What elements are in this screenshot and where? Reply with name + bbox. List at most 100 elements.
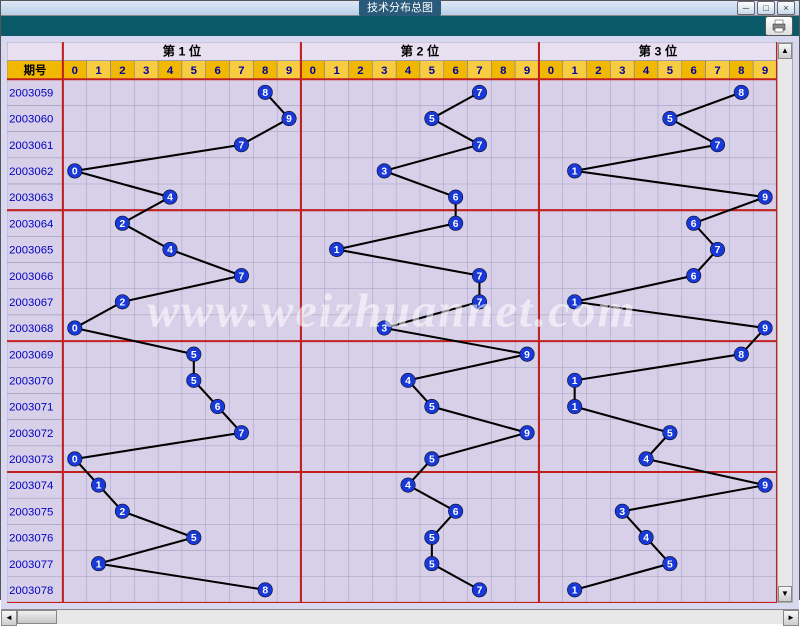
svg-text:2003075: 2003075: [9, 506, 53, 518]
svg-text:2003076: 2003076: [9, 533, 53, 545]
svg-text:5: 5: [429, 65, 436, 77]
svg-text:2003067: 2003067: [9, 297, 53, 309]
scroll-thumb-h[interactable]: [17, 610, 57, 624]
svg-text:4: 4: [405, 65, 412, 77]
svg-text:2003070: 2003070: [9, 376, 53, 388]
svg-text:2: 2: [357, 65, 363, 77]
svg-text:5: 5: [191, 376, 197, 387]
maximize-button[interactable]: □: [757, 1, 775, 15]
svg-text:5: 5: [429, 402, 435, 413]
svg-text:1: 1: [572, 585, 578, 596]
svg-text:5: 5: [429, 455, 435, 466]
svg-text:2: 2: [120, 297, 126, 308]
svg-text:6: 6: [691, 65, 697, 77]
svg-text:8: 8: [738, 65, 744, 77]
svg-text:9: 9: [524, 428, 530, 439]
svg-text:2: 2: [120, 219, 126, 230]
scroll-right-button[interactable]: ►: [783, 610, 799, 626]
scroll-left-button[interactable]: ◄: [1, 610, 17, 626]
svg-text:2003069: 2003069: [9, 349, 53, 361]
svg-text:3: 3: [381, 65, 387, 77]
svg-text:3: 3: [619, 65, 625, 77]
svg-text:0: 0: [310, 65, 316, 77]
svg-text:9: 9: [524, 65, 530, 77]
svg-text:7: 7: [239, 140, 245, 151]
printer-icon: [771, 19, 787, 33]
svg-text:9: 9: [762, 324, 768, 335]
svg-text:1: 1: [572, 65, 579, 77]
svg-text:9: 9: [524, 350, 530, 361]
svg-text:6: 6: [691, 271, 697, 282]
svg-text:2: 2: [120, 507, 126, 518]
toolbar: [1, 16, 799, 36]
window-controls: ─ □ ×: [737, 1, 795, 15]
svg-text:7: 7: [715, 245, 721, 256]
svg-text:7: 7: [715, 140, 721, 151]
svg-text:6: 6: [691, 219, 697, 230]
svg-text:2003073: 2003073: [9, 454, 53, 466]
svg-text:1: 1: [96, 559, 102, 570]
svg-text:7: 7: [477, 297, 483, 308]
svg-text:1: 1: [572, 167, 578, 178]
svg-text:6: 6: [453, 507, 459, 518]
horizontal-scrollbar[interactable]: ◄ ►: [1, 610, 799, 624]
svg-text:2003078: 2003078: [9, 585, 53, 597]
svg-text:8: 8: [500, 65, 506, 77]
svg-text:2: 2: [119, 65, 125, 77]
window: 技术分布总图 ─ □ × 第 1 位第 2 位第 3 位期号0123456789…: [0, 0, 800, 600]
scroll-up-button[interactable]: ▲: [778, 43, 792, 59]
svg-text:4: 4: [643, 533, 649, 544]
scroll-track-h[interactable]: [57, 610, 783, 624]
svg-text:2003077: 2003077: [9, 559, 53, 571]
svg-text:1: 1: [572, 297, 578, 308]
svg-text:2003071: 2003071: [9, 402, 53, 414]
vertical-scrollbar[interactable]: ▲ ▼: [777, 42, 793, 603]
svg-text:0: 0: [72, 167, 78, 178]
svg-text:6: 6: [214, 65, 220, 77]
scroll-track-v[interactable]: [778, 59, 792, 586]
svg-text:0: 0: [72, 324, 78, 335]
svg-text:4: 4: [405, 376, 411, 387]
chart-area: 第 1 位第 2 位第 3 位期号01234567890123456789012…: [7, 42, 777, 603]
svg-text:2003068: 2003068: [9, 323, 53, 335]
svg-text:2003065: 2003065: [9, 245, 53, 257]
svg-text:1: 1: [333, 65, 340, 77]
svg-text:7: 7: [477, 88, 483, 99]
svg-text:8: 8: [262, 585, 268, 596]
svg-text:5: 5: [667, 428, 673, 439]
svg-text:0: 0: [548, 65, 554, 77]
svg-text:2003072: 2003072: [9, 428, 53, 440]
svg-text:4: 4: [643, 455, 649, 466]
svg-text:4: 4: [167, 193, 173, 204]
svg-text:8: 8: [262, 88, 268, 99]
svg-text:0: 0: [72, 65, 78, 77]
svg-text:1: 1: [572, 402, 578, 413]
svg-text:4: 4: [167, 245, 173, 256]
svg-text:9: 9: [762, 193, 768, 204]
svg-text:8: 8: [738, 88, 744, 99]
svg-text:7: 7: [477, 271, 483, 282]
svg-text:6: 6: [215, 402, 221, 413]
svg-text:9: 9: [286, 114, 292, 125]
print-button[interactable]: [765, 16, 793, 36]
distribution-chart: 第 1 位第 2 位第 3 位期号01234567890123456789012…: [7, 42, 777, 603]
svg-text:第 3 位: 第 3 位: [639, 43, 678, 58]
minimize-button[interactable]: ─: [737, 1, 755, 15]
svg-text:9: 9: [286, 65, 292, 77]
svg-text:5: 5: [429, 559, 435, 570]
svg-text:期号: 期号: [24, 63, 47, 77]
svg-text:2003059: 2003059: [9, 87, 53, 99]
svg-text:7: 7: [239, 428, 245, 439]
svg-text:9: 9: [762, 481, 768, 492]
svg-text:2003060: 2003060: [9, 114, 53, 126]
svg-text:4: 4: [643, 65, 650, 77]
svg-text:7: 7: [477, 585, 483, 596]
svg-text:第 1 位: 第 1 位: [163, 43, 202, 58]
window-title: 技术分布总图: [359, 0, 441, 16]
svg-text:3: 3: [381, 167, 387, 178]
close-button[interactable]: ×: [777, 1, 795, 15]
svg-text:5: 5: [667, 114, 673, 125]
svg-text:3: 3: [381, 324, 387, 335]
svg-text:5: 5: [667, 559, 673, 570]
statusbar: ◄ ►: [1, 609, 799, 624]
